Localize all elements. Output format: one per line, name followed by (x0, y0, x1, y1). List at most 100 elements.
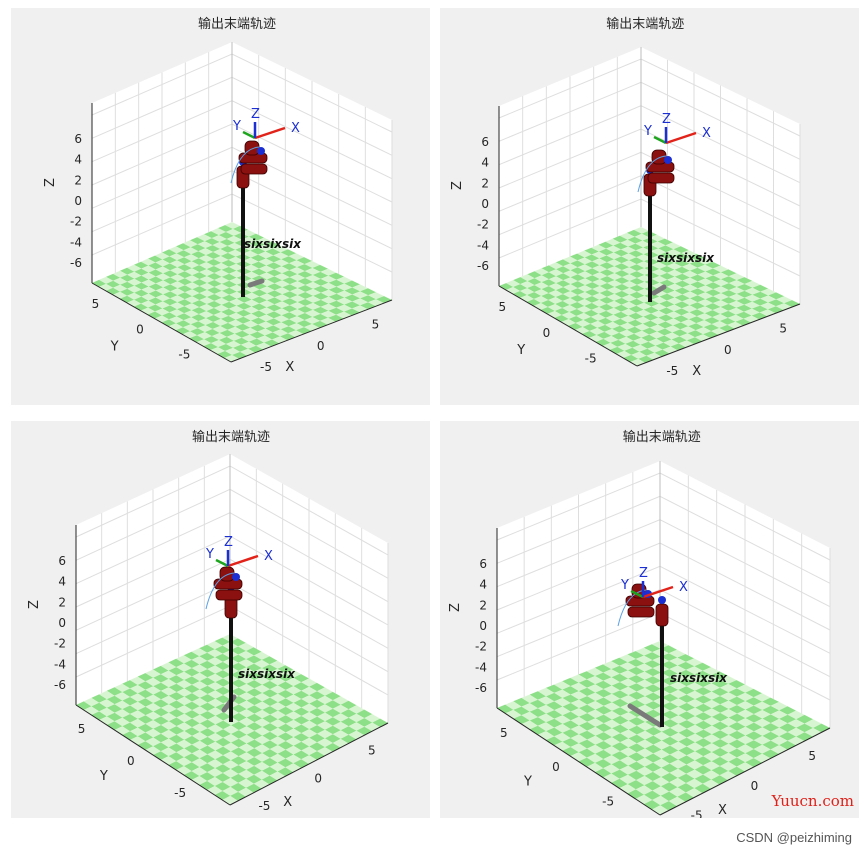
floor-tile (219, 329, 235, 337)
floor-tile (199, 685, 216, 695)
floor-tile (297, 313, 313, 321)
floor-tile (317, 704, 333, 713)
floor-tile (177, 292, 193, 300)
floor-tile (114, 692, 130, 701)
floor-tile (614, 290, 630, 298)
floor-tile (215, 670, 231, 679)
floor-tile (603, 693, 621, 703)
floor-tile (199, 276, 215, 283)
floor-tile (711, 321, 728, 328)
floor-tile (340, 700, 357, 710)
floor-tile (669, 777, 686, 788)
floor-tile (305, 295, 321, 303)
floor-tile (234, 330, 250, 338)
floor-tile (113, 284, 128, 292)
floor-tile (629, 278, 645, 285)
floor-tile (678, 711, 696, 721)
floor-tile (652, 795, 669, 806)
floor-tile (207, 673, 223, 683)
floor-tile (199, 269, 215, 277)
floor-tile (622, 274, 637, 281)
floor-tile (627, 651, 644, 659)
floor-tile (191, 307, 207, 315)
floor-tile (207, 715, 224, 725)
floor-tile (720, 752, 737, 762)
floor-tile (576, 312, 591, 320)
floor-tile (592, 258, 607, 266)
floor-tile (656, 335, 672, 343)
floor-tile (554, 689, 571, 698)
floor-tile (352, 298, 368, 306)
floor-tile (214, 773, 231, 782)
floor-tile (611, 769, 628, 779)
floor-tile (607, 280, 622, 287)
floor-tile (214, 637, 231, 646)
floor-tile (320, 310, 336, 318)
floor-tile (250, 324, 266, 332)
floor-tile (570, 295, 585, 302)
floor-tile (176, 250, 192, 258)
floor-tile (697, 257, 713, 265)
floor-tile (636, 261, 652, 269)
floor-tile (160, 738, 177, 748)
floor-tile (653, 758, 670, 768)
floor-tile (199, 644, 215, 653)
floor-tile (599, 255, 614, 263)
floor-tile (606, 307, 621, 315)
floor-tile (697, 306, 713, 314)
x-axis-label: X (285, 360, 294, 375)
floor-tile (703, 691, 720, 700)
floor-tile (661, 677, 678, 686)
floor-tile (120, 288, 135, 296)
floor-tile (184, 282, 200, 290)
end-effector-trajectory (637, 155, 667, 193)
z-tick-label: -2 (477, 218, 489, 232)
floor-tile (643, 800, 661, 810)
floor-tile (162, 312, 177, 320)
floor-tile (129, 676, 146, 685)
floor-tile (242, 250, 259, 258)
floor-tile (332, 704, 349, 714)
floor-tile (644, 299, 660, 307)
floor-tile (704, 310, 721, 318)
floor-tile (304, 261, 320, 268)
floor-tile (619, 654, 636, 663)
floor-tile (619, 322, 635, 330)
floor-tile (660, 791, 678, 802)
z-tick-label: 0 (481, 197, 489, 211)
floor-tile (270, 736, 286, 746)
floor-tile (570, 267, 585, 275)
floor-tile (568, 316, 584, 323)
floor-tile (602, 773, 620, 783)
y-tick-label: 0 (136, 322, 144, 336)
floor-tile (207, 733, 224, 742)
floor-tile (606, 300, 622, 308)
floor-tile (191, 681, 208, 690)
floor-tile (184, 296, 200, 304)
floor-tile (238, 726, 255, 735)
floor-tile (703, 725, 721, 735)
floor-tile (658, 314, 674, 322)
floor-tile (745, 722, 763, 732)
floor-tile (728, 273, 745, 281)
floor-tile (611, 682, 629, 691)
floor-tile (251, 303, 267, 311)
floor-tile (269, 753, 286, 763)
floor-tile (273, 252, 289, 260)
floor-tile (736, 304, 752, 312)
floor-tile (207, 707, 224, 716)
floor-tile (191, 265, 207, 273)
floor-tile (215, 737, 231, 747)
y-axis-label: Y (516, 343, 525, 358)
floor-tile (677, 783, 695, 793)
floor-tile (147, 311, 162, 319)
floor-tile (621, 260, 637, 268)
floor-tile (206, 294, 222, 301)
floor-tile (587, 701, 604, 710)
floor-tile (281, 312, 297, 320)
floor-tile (577, 264, 593, 272)
floor-tile (620, 712, 637, 721)
floor-tile (199, 754, 216, 764)
floor-tile (546, 710, 563, 719)
floor-tile (148, 304, 163, 312)
